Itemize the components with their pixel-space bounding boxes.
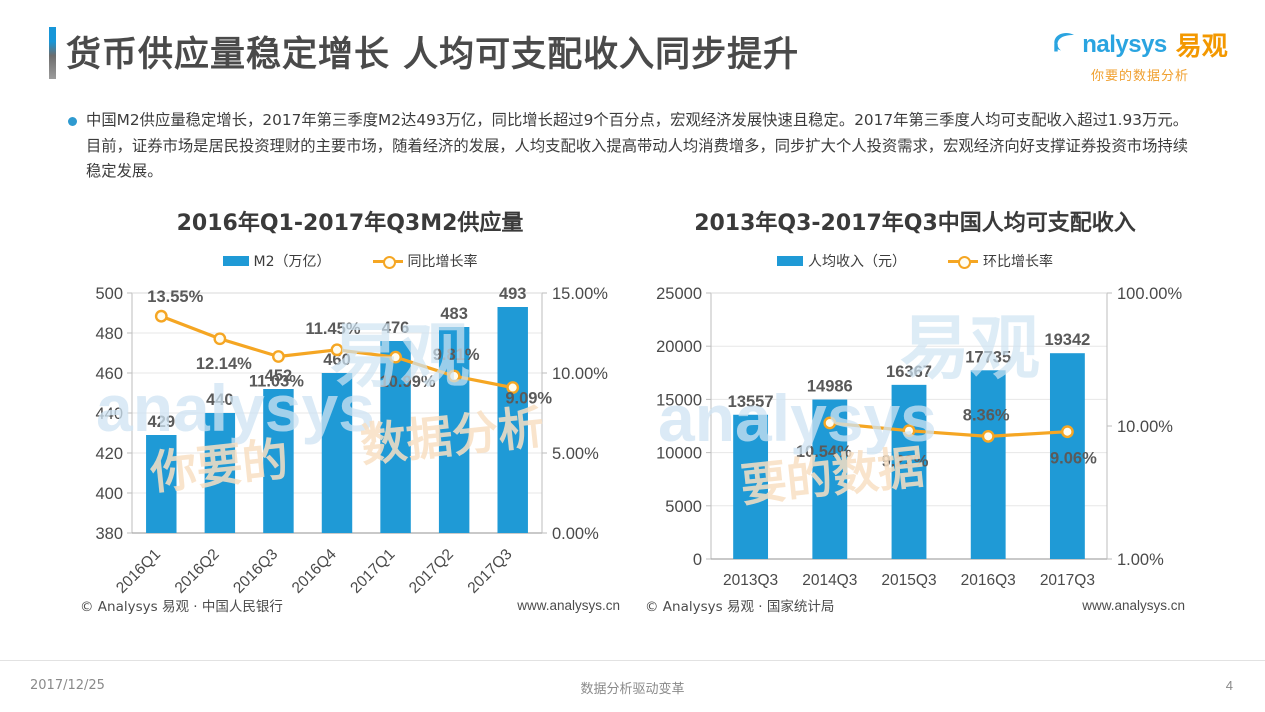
svg-text:2017Q3: 2017Q3 (1040, 572, 1095, 589)
plot-area-income: 0 5000 10000 15000 20000 25000 1.00% 10.00% 100.… (645, 281, 1185, 611)
legend-bar-swatch-icon (222, 256, 249, 266)
svg-text:420: 420 (95, 445, 123, 463)
svg-text:2016Q2: 2016Q2 (172, 546, 223, 597)
svg-text:12.14%: 12.14% (196, 355, 252, 373)
footer-slogan: 数据分析驱动变革 (580, 682, 685, 697)
svg-text:9.06%: 9.06% (1050, 450, 1097, 468)
svg-text:100.00%: 100.00% (1117, 285, 1182, 303)
legend-label-m2-line: 同比增长率 (407, 254, 478, 270)
svg-text:14986: 14986 (807, 378, 853, 396)
legend-label-income-line: 环比增长率 (983, 254, 1053, 270)
svg-text:19342: 19342 (1044, 331, 1090, 349)
legend-item-income-bar: 人均收入（元） (777, 251, 906, 271)
svg-text:2015Q3: 2015Q3 (881, 572, 936, 589)
legend-item-m2-bar: M2（万亿） (222, 251, 331, 271)
legend-line-swatch-icon (948, 255, 978, 269)
svg-text:16367: 16367 (886, 363, 932, 381)
svg-text:10.54%: 10.54% (796, 443, 852, 461)
chart-legend-income: 人均收入（元） 环比增长率 (645, 251, 1185, 271)
source-label-income: © Analysys 易观 · 国家统计局 (645, 599, 835, 615)
page-footer: 2017/12/25 数据分析驱动变革 4 (0, 675, 1265, 705)
svg-text:1.00%: 1.00% (1117, 551, 1164, 569)
svg-text:483: 483 (440, 305, 468, 323)
chart-svg-income: 0 5000 10000 15000 20000 25000 1.00% 10.00% 100.… (656, 285, 1182, 589)
svg-text:5000: 5000 (665, 498, 702, 516)
svg-text:440: 440 (206, 391, 234, 409)
logo-tagline: 你要的数据分析 (1090, 69, 1189, 84)
logo-chinese-name: 易观 (1175, 32, 1228, 62)
svg-text:440: 440 (95, 405, 123, 423)
svg-text:400: 400 (95, 485, 123, 503)
analysys-logo: nalysys 易观 你要的数据分析 (1045, 26, 1235, 84)
svg-text:13557: 13557 (728, 393, 774, 411)
footer-page-number: 4 (1225, 678, 1233, 693)
svg-text:0: 0 (693, 551, 702, 569)
legend-item-m2-line: 同比增长率 (372, 251, 478, 271)
svg-text:380: 380 (95, 525, 123, 543)
svg-text:15000: 15000 (656, 391, 702, 409)
chart-title-income: 2013年Q3-2017年Q3中国人均可支配收入 (694, 211, 1136, 236)
svg-text:460: 460 (323, 351, 351, 369)
legend-item-income-line: 环比增长率 (948, 251, 1053, 271)
chart-panel-m2-supply: 2016年Q1-2017年Q3M2供应量 M2（万亿） 同比增长率 380 400… (80, 205, 620, 625)
svg-text:15.00%: 15.00% (552, 285, 608, 303)
analysys-swoosh-icon (1052, 30, 1078, 59)
plot-area-m2: 380 400 420 440 460 480 500 0.00% 5.00% 10.00% 15.… (80, 281, 620, 611)
legend-label-m2-bar: M2（万亿） (253, 254, 331, 270)
summary-text: 中国M2供应量稳定增长，2017年第三季度M2达493万亿，同比增长超过9个百分… (86, 111, 1188, 180)
svg-text:2016Q1: 2016Q1 (113, 546, 164, 597)
svg-text:9.22%: 9.22% (882, 453, 929, 471)
chart-title-m2: 2016年Q1-2017年Q3M2供应量 (176, 211, 524, 236)
source-url-income: www.analysys.cn (1082, 597, 1185, 613)
svg-text:2014Q3: 2014Q3 (802, 572, 857, 589)
svg-text:10.99%: 10.99% (380, 373, 436, 391)
legend-label-income-bar: 人均收入（元） (808, 254, 906, 270)
source-row-m2: © Analysys 易观 · 中国人民银行 www.analysys.cn (80, 595, 620, 616)
svg-text:10.00%: 10.00% (552, 365, 608, 383)
chart-panel-disposable-income: 2013年Q3-2017年Q3中国人均可支配收入 人均收入（元） 环比增长率 0… (645, 205, 1185, 625)
svg-text:2017Q3: 2017Q3 (465, 546, 516, 597)
svg-text:429: 429 (148, 413, 176, 431)
svg-text:13.55%: 13.55% (147, 288, 203, 306)
svg-text:20000: 20000 (656, 338, 702, 356)
svg-text:25000: 25000 (656, 285, 702, 303)
source-row-income: © Analysys 易观 · 国家统计局 www.analysys.cn (645, 595, 1185, 616)
logo-wordmark: nalysys (1082, 30, 1167, 58)
svg-text:5.00%: 5.00% (552, 445, 599, 463)
svg-text:9.81%: 9.81% (433, 346, 480, 364)
legend-line-swatch-icon (372, 255, 403, 269)
svg-text:17735: 17735 (965, 348, 1011, 366)
footer-date: 2017/12/25 (30, 678, 105, 693)
summary-bullet: 中国M2供应量稳定增长，2017年第三季度M2达493万亿，同比增长超过9个百分… (68, 108, 1188, 185)
title-accent-bar (49, 27, 56, 79)
chart-svg-m2: 380 400 420 440 460 480 500 0.00% 5.00% 10.00% 15.… (95, 285, 608, 597)
svg-text:2017Q1: 2017Q1 (347, 546, 398, 597)
page-title: 货币供应量稳定增长 人均可支配收入同步提升 (66, 35, 800, 75)
svg-text:460: 460 (95, 365, 123, 383)
svg-text:2013Q3: 2013Q3 (723, 572, 778, 589)
svg-text:480: 480 (95, 325, 123, 343)
source-label-m2: © Analysys 易观 · 中国人民银行 (80, 599, 283, 615)
source-url-m2: www.analysys.cn (517, 597, 620, 613)
svg-text:0.00%: 0.00% (552, 525, 599, 543)
svg-text:8.36%: 8.36% (963, 406, 1010, 424)
svg-text:476: 476 (382, 319, 410, 337)
svg-text:10.00%: 10.00% (1117, 418, 1173, 436)
svg-text:2016Q4: 2016Q4 (289, 546, 340, 597)
svg-text:452: 452 (265, 367, 293, 385)
svg-text:2016Q3: 2016Q3 (230, 546, 281, 597)
svg-text:9.09%: 9.09% (505, 390, 552, 408)
footer-divider (0, 660, 1265, 661)
legend-bar-swatch-icon (777, 256, 803, 266)
svg-text:11.45%: 11.45% (305, 320, 360, 338)
chart-legend-m2: M2（万亿） 同比增长率 (80, 251, 620, 271)
svg-text:2016Q3: 2016Q3 (961, 572, 1016, 589)
svg-text:2017Q2: 2017Q2 (406, 546, 457, 597)
bullet-dot-icon (68, 117, 77, 126)
svg-text:493: 493 (499, 285, 527, 303)
svg-text:11.03%: 11.03% (249, 373, 304, 391)
svg-text:10000: 10000 (656, 445, 702, 463)
svg-text:500: 500 (95, 285, 123, 303)
